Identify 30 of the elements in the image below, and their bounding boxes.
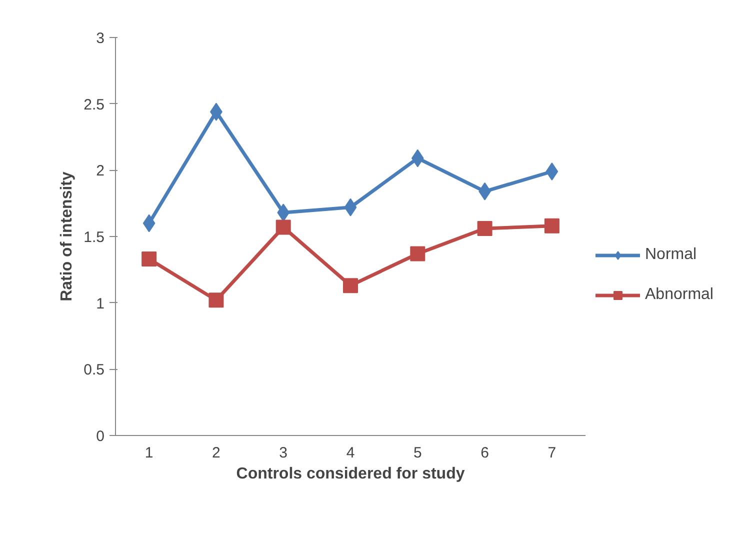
y-tick-label: 0.5 xyxy=(84,362,105,379)
legend-label: Abnormal xyxy=(645,286,714,304)
y-tick-label: 0 xyxy=(96,428,104,445)
point xyxy=(142,214,156,232)
point xyxy=(343,278,358,294)
x-tick-label: 2 xyxy=(212,444,220,462)
x-tick-label: 1 xyxy=(144,444,154,462)
point xyxy=(277,204,290,222)
y-axis-title: Ratio of intensity xyxy=(58,172,76,302)
point xyxy=(546,162,558,180)
x-tick-label: 7 xyxy=(548,444,556,462)
y-tick-label: 1 xyxy=(96,295,104,312)
point xyxy=(142,252,157,267)
point xyxy=(208,292,224,308)
point xyxy=(544,218,560,234)
legend-label: Normal xyxy=(645,246,697,264)
y-tick-label: 3 xyxy=(96,30,104,47)
x-tick-label: 4 xyxy=(346,444,355,462)
point xyxy=(276,220,291,235)
x-tick-label: 3 xyxy=(279,444,288,462)
x-tick-label: 6 xyxy=(480,444,489,462)
point xyxy=(410,246,426,262)
point xyxy=(411,149,424,168)
point xyxy=(344,198,357,216)
y-tick-label: 1.5 xyxy=(84,229,105,246)
x-axis-title: Controls considered for study xyxy=(236,466,465,482)
y-tick-label: 2 xyxy=(96,162,104,180)
point xyxy=(477,221,492,236)
x-tick-label: 5 xyxy=(413,444,422,462)
y-tick-label: 2.5 xyxy=(84,96,105,114)
